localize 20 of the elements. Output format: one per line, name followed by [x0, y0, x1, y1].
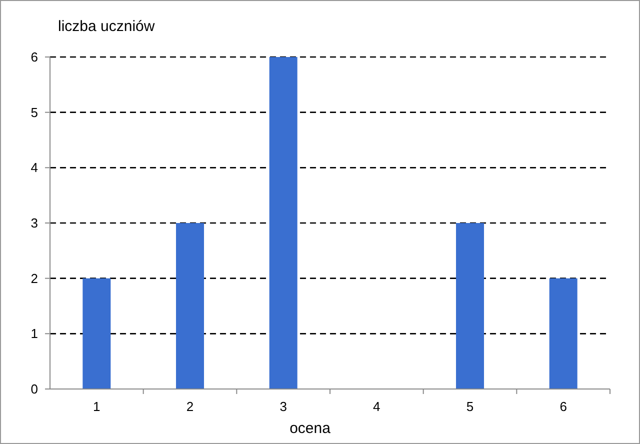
bar [176, 223, 204, 389]
y-axis-title: liczba uczniów [58, 18, 155, 35]
y-tick-label: 1 [30, 326, 38, 342]
x-tick-label: 6 [560, 399, 567, 414]
y-tick-label: 6 [30, 50, 38, 65]
x-tick-label: 1 [93, 399, 100, 414]
y-tick-label: 0 [30, 382, 38, 397]
y-tick-label: 2 [30, 270, 38, 286]
bar [269, 57, 298, 389]
y-tick-label: 5 [30, 104, 38, 120]
bar [456, 223, 484, 389]
x-tick-label: 4 [373, 399, 380, 414]
x-tick-label: 5 [466, 399, 474, 414]
x-tick-label: 3 [280, 399, 287, 414]
bar [549, 278, 578, 389]
y-tick-label: 3 [30, 216, 38, 231]
x-tick-label: 2 [186, 399, 194, 414]
bar [82, 278, 111, 389]
y-tick-label: 4 [30, 160, 38, 176]
x-axis-title: ocena [290, 420, 332, 437]
